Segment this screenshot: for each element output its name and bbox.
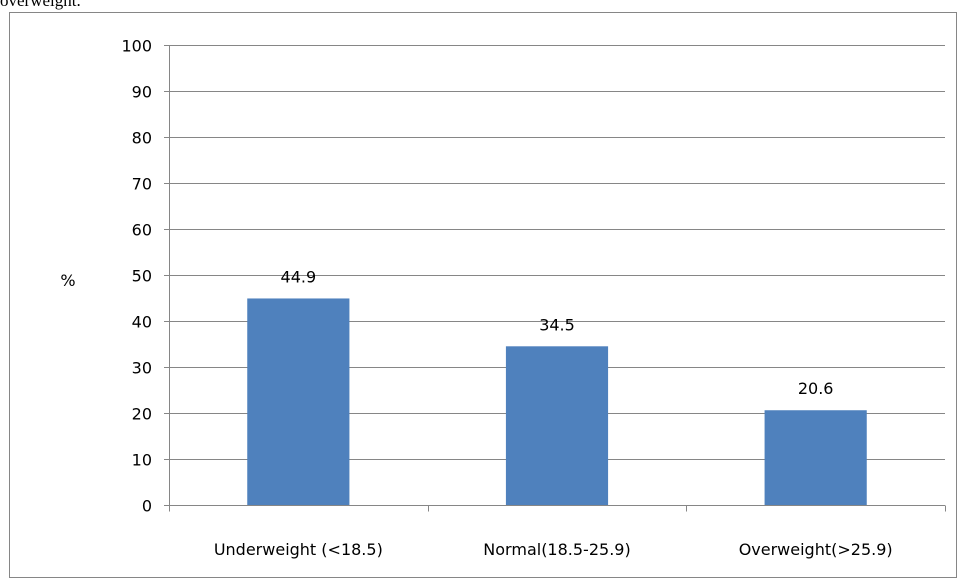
chart-frame: 0 10 20 30 40 50 60 70 80 90 100 Underweight (<18.… [9,12,957,578]
y-tick-label: 80 [132,129,152,148]
data-label: 44.9 [281,267,317,286]
y-axis-title: % [60,271,75,290]
bar [505,346,609,505]
data-labels: 44.9 34.5 20.6 [281,267,834,398]
x-tick-label: Overweight(>25.9) [739,540,893,559]
y-tick-label: 30 [132,359,152,378]
data-label: 20.6 [798,379,834,398]
axes [164,45,946,512]
y-tick-label: 90 [132,83,152,102]
y-tick-label: 20 [132,405,152,424]
y-tick-label: 40 [132,313,152,332]
y-tick-label: 10 [132,451,152,470]
caption-fragment: overweight. [0,0,81,10]
y-tick-label: 70 [132,175,152,194]
data-label: 34.5 [539,315,575,334]
y-tick-label: 60 [132,221,152,240]
x-tick-label: Underweight (<18.5) [214,540,383,559]
y-tick-labels: 0 10 20 30 40 50 60 70 80 90 100 [121,37,152,516]
y-tick-label: 0 [142,497,152,516]
bar [247,298,350,505]
bars [247,298,867,505]
y-tick-label: 50 [132,267,152,286]
bar [764,410,867,505]
bar-chart: 0 10 20 30 40 50 60 70 80 90 100 Underweight (<18.… [60,37,946,559]
x-tick-label: Normal(18.5-25.9) [483,540,630,559]
y-tick-label: 100 [121,37,152,56]
x-tick-labels: Underweight (<18.5) Normal(18.5-25.9) Over… [214,540,893,559]
